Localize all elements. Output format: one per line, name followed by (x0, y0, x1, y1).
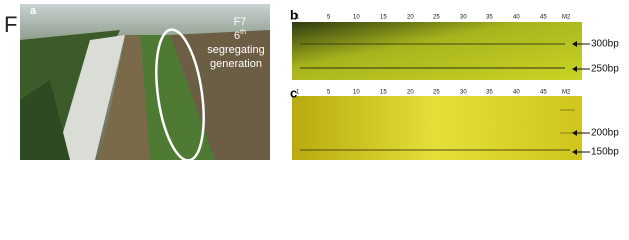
caption-line: 6th (234, 29, 246, 42)
lane-label: 25 (433, 15, 440, 21)
lane-label: 30 (460, 15, 467, 21)
lane-label: 5 (327, 15, 331, 21)
lane-label: 20 (407, 90, 414, 96)
lane-label: 15 (380, 90, 387, 96)
lane-label: 20 (407, 15, 414, 21)
lane-label: 45 (540, 90, 547, 96)
lane-label: 15 (380, 15, 387, 21)
marker-arrowhead (572, 130, 577, 136)
caption-line: segregating (207, 44, 265, 56)
lane-label: M2 (562, 15, 571, 21)
gel-label: b (290, 7, 298, 22)
lane-label: 30 (460, 90, 467, 96)
field-photo (20, 4, 270, 162)
lane-label: 45 (540, 15, 547, 21)
caption-line: F7 (234, 16, 247, 28)
marker-arrowhead (572, 66, 577, 72)
lane-label: 25 (433, 90, 440, 96)
caption-sup: th (240, 29, 246, 36)
lane-label: 35 (486, 15, 493, 21)
caption-line: generation (210, 58, 262, 70)
lane-label: M2 (562, 90, 571, 96)
lane-label: 1 (296, 90, 300, 96)
lane-label: 35 (486, 90, 493, 96)
marker-label: 150bp (591, 147, 619, 158)
photo-label: a (30, 5, 37, 17)
panel-letter: F (4, 12, 17, 37)
lane-label: 5 (327, 90, 331, 96)
figure: F a F7 6th segregating generation b1 5 10 1… (4, 4, 619, 162)
marker-arrowhead (572, 149, 577, 155)
gel-image (292, 22, 582, 80)
marker-label: 250bp (591, 64, 619, 75)
gel-label: c (290, 85, 297, 100)
caption-number: 6 (234, 30, 240, 42)
lane-label: 10 (353, 15, 360, 21)
lane-label: 10 (353, 90, 360, 96)
marker-arrowhead (572, 41, 577, 47)
marker-label: 200bp (591, 128, 619, 139)
lane-label: 40 (513, 90, 520, 96)
marker-label: 300bp (591, 39, 619, 50)
lane-label: 1 (296, 15, 300, 21)
lane-label: 40 (513, 15, 520, 21)
